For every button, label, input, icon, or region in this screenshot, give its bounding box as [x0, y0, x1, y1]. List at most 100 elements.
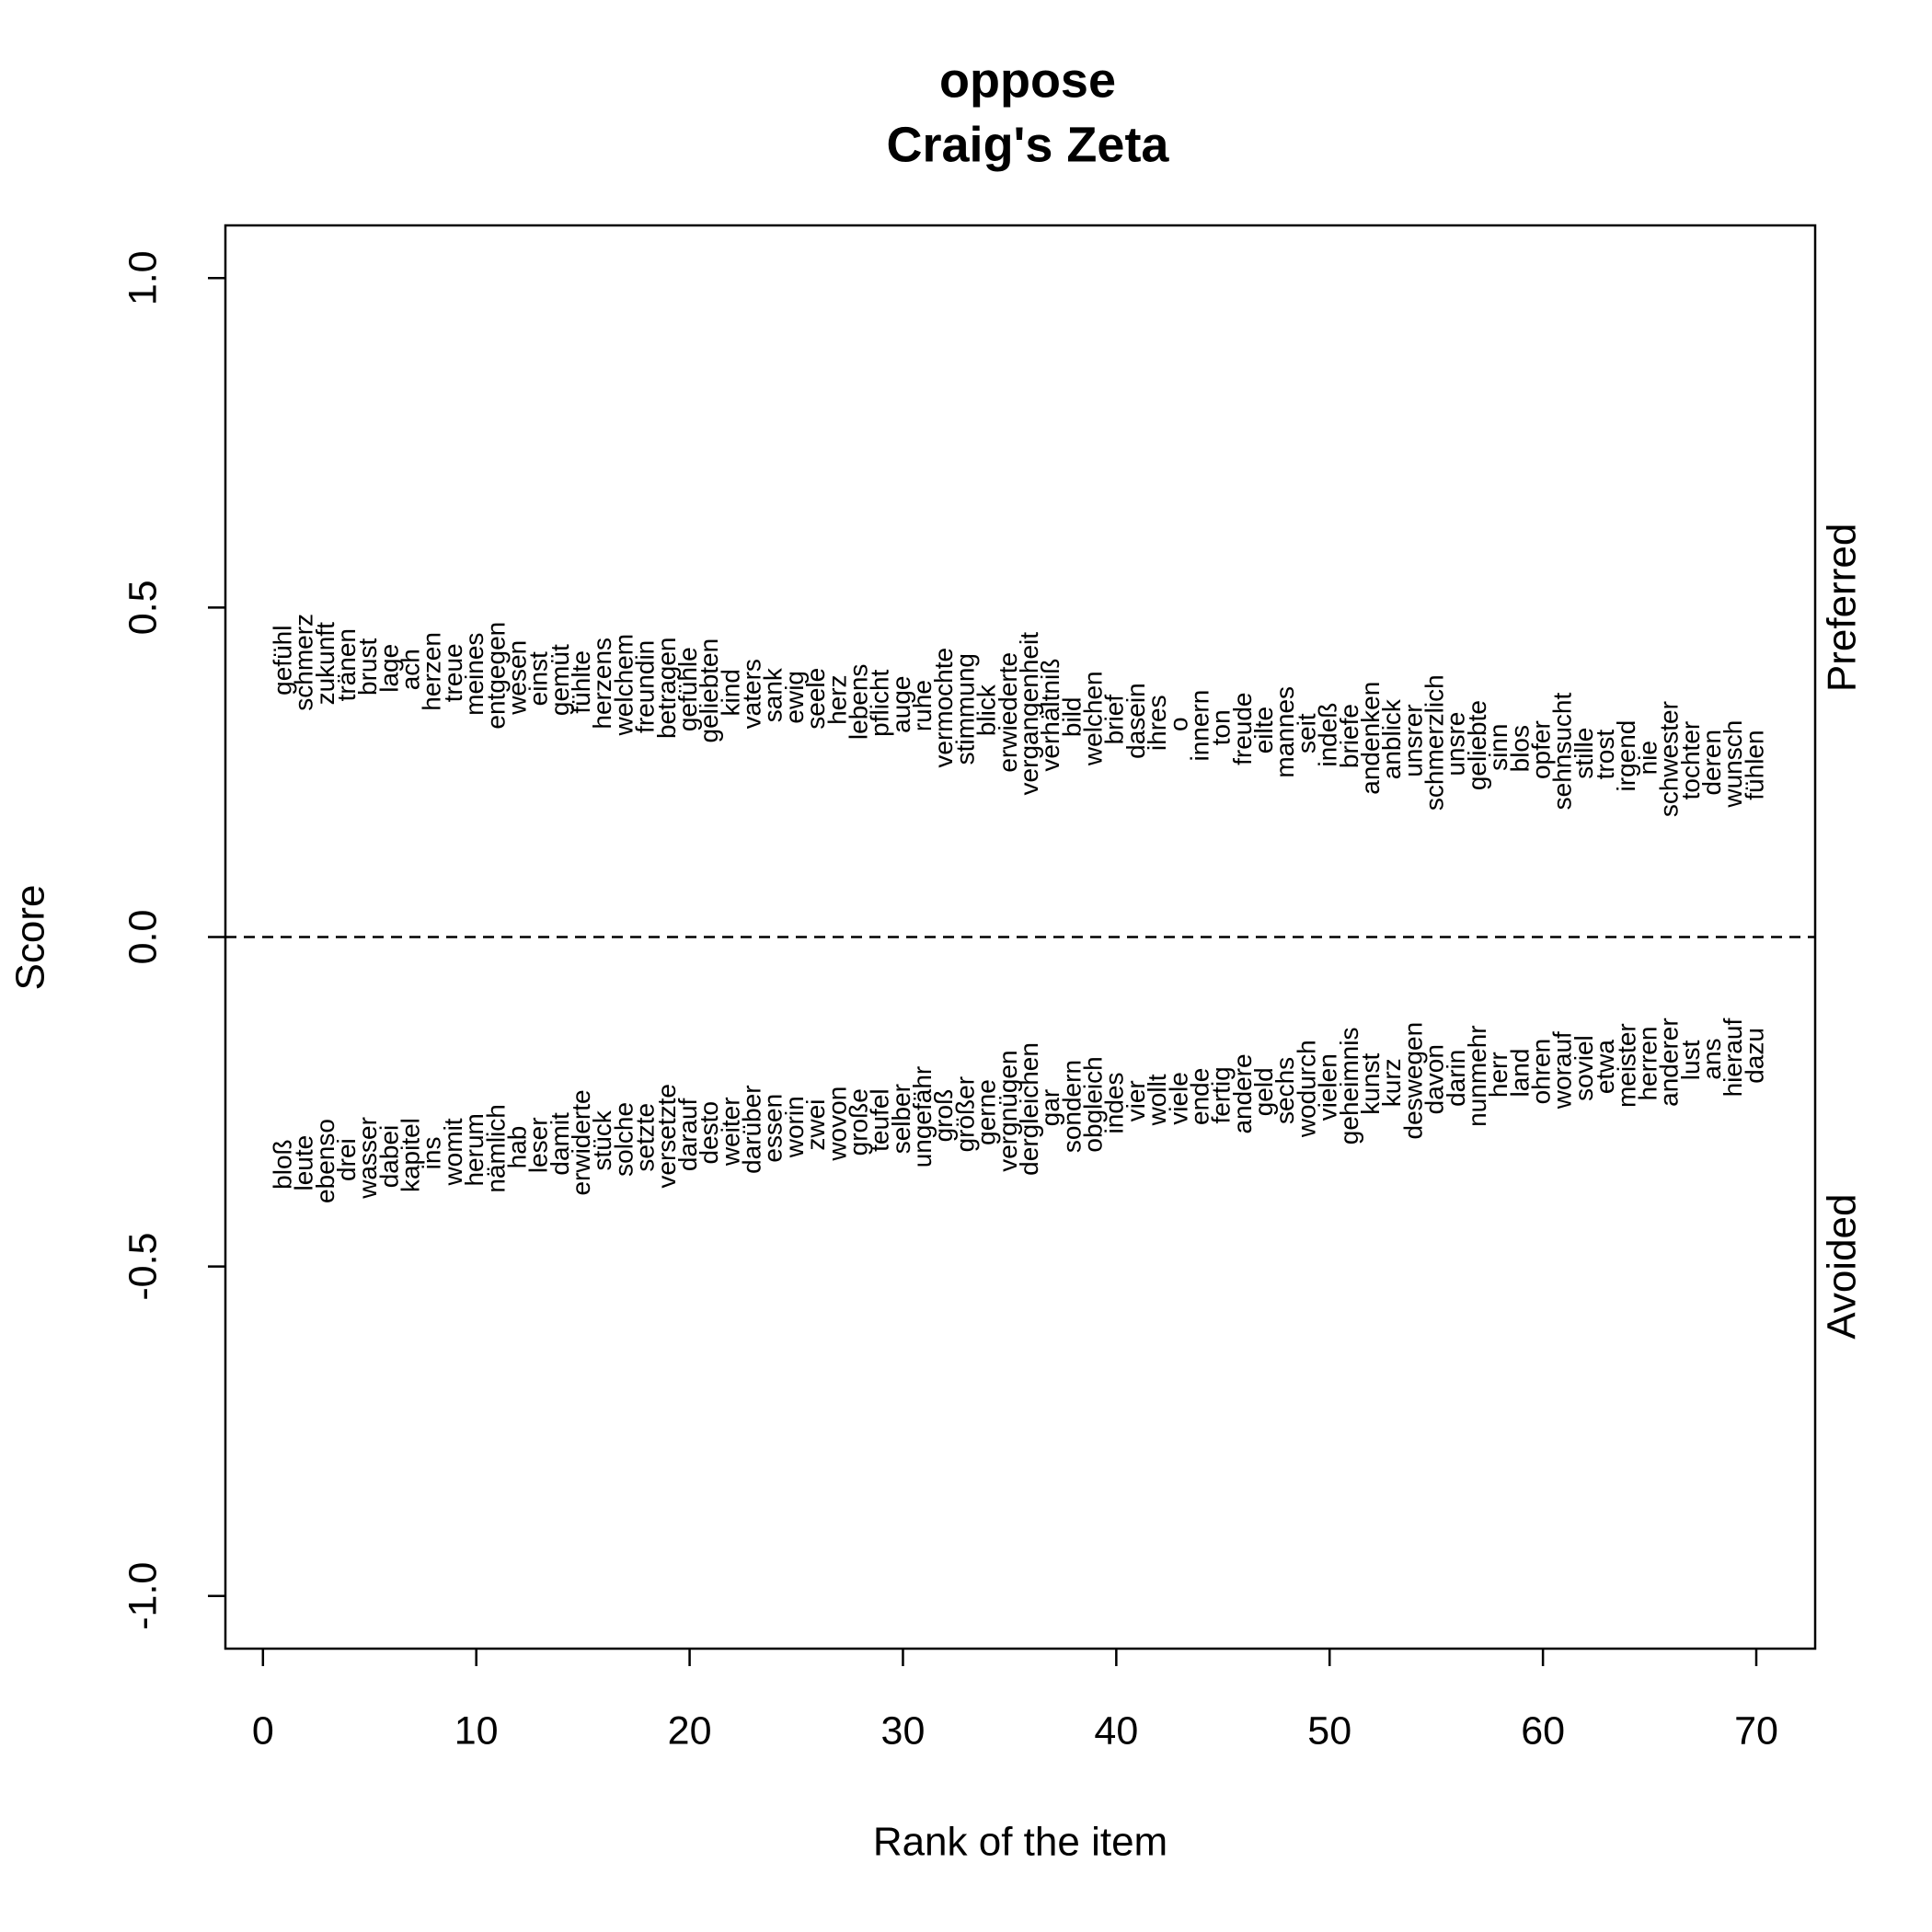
word: bloß: [268, 1139, 296, 1189]
word: ans: [1697, 1038, 1726, 1079]
x-tick-label: 0: [252, 1708, 274, 1753]
word: schmerzlich: [1420, 674, 1449, 811]
word: brief: [1100, 695, 1129, 745]
word: welchen: [1079, 671, 1108, 766]
word: erwiederte: [994, 652, 1022, 773]
word: kapitel: [397, 1118, 425, 1192]
word: große: [844, 1088, 872, 1156]
word: blos: [1505, 725, 1534, 772]
word: herzens: [588, 638, 616, 730]
word: geheimnis: [1335, 1028, 1363, 1145]
word: geld: [1249, 1067, 1278, 1116]
word: stille: [1570, 728, 1598, 779]
word: briefe: [1335, 704, 1363, 768]
word: leute: [290, 1135, 318, 1191]
word: nunmehr: [1463, 1025, 1491, 1127]
x-tick-label: 50: [1307, 1708, 1351, 1753]
word: wasser: [353, 1117, 382, 1200]
word: fertig: [1207, 1066, 1236, 1123]
word: vaters: [738, 659, 766, 729]
y-tick-label: -0.5: [121, 1233, 165, 1301]
word: lebens: [844, 664, 872, 741]
word: zukunft: [311, 622, 339, 705]
word: essen: [759, 1094, 788, 1163]
word: darauf: [673, 1098, 702, 1171]
y-tick-label: -1.0: [121, 1562, 165, 1630]
word: geliebte: [1463, 700, 1491, 790]
word: ewig: [780, 671, 809, 724]
word: wunsch: [1719, 720, 1747, 809]
word: kunst: [1356, 1053, 1385, 1115]
word: blick: [972, 684, 1001, 736]
word: herz: [822, 674, 851, 724]
word: andenken: [1356, 682, 1385, 795]
word: herum: [460, 1113, 489, 1186]
word: verhältniß: [1036, 659, 1064, 772]
x-tick-label: 70: [1734, 1708, 1778, 1753]
word: größer: [950, 1076, 979, 1152]
word: herren: [1633, 1027, 1662, 1101]
word: bild: [1057, 696, 1086, 737]
word: anderer: [1655, 1018, 1684, 1107]
word: tränen: [332, 628, 361, 701]
word: ebenso: [311, 1119, 339, 1203]
word: seit: [1292, 713, 1320, 753]
word: o: [1164, 717, 1192, 731]
word: freude: [1228, 692, 1257, 765]
x-axis-label: Rank of the item: [873, 1820, 1167, 1865]
series-label: Preferred: [1820, 523, 1865, 692]
word: setzte: [631, 1103, 660, 1172]
x-tick-label: 60: [1521, 1708, 1565, 1753]
word: lage: [374, 644, 403, 693]
word: nämlich: [481, 1104, 510, 1192]
word: fühlen: [1740, 730, 1768, 799]
word: vergangenheit: [1015, 632, 1043, 796]
word: dergleichen: [1015, 1042, 1043, 1176]
word: gar: [1036, 1089, 1064, 1126]
y-axis-label: Score: [8, 885, 53, 991]
word: ins: [418, 1137, 446, 1170]
word: vier: [1121, 1080, 1150, 1121]
x-tick-label: 10: [454, 1708, 499, 1753]
word: sechs: [1271, 1057, 1299, 1124]
word: selber: [887, 1084, 915, 1154]
word: mannes: [1271, 686, 1299, 778]
word: indeß: [1314, 703, 1342, 767]
word: teufel: [866, 1088, 894, 1152]
word: betragen: [652, 638, 681, 740]
word: ruhe: [908, 680, 937, 731]
word: freundin: [631, 640, 660, 733]
word: deswegen: [1398, 1022, 1427, 1140]
word: desto: [695, 1101, 723, 1165]
word: brust: [353, 638, 382, 696]
word: darüber: [738, 1085, 766, 1174]
word: drei: [332, 1138, 361, 1181]
word: entgegen: [481, 622, 510, 730]
word: etwa: [1591, 1040, 1619, 1095]
word: auge: [887, 676, 915, 733]
word: groß: [929, 1089, 958, 1143]
word: eilte: [1249, 707, 1278, 753]
word: gemüt: [546, 644, 574, 716]
word: indes: [1100, 1073, 1129, 1134]
y-tick-label: 0.5: [121, 581, 165, 636]
word: irgend: [1612, 720, 1640, 792]
word: dazu: [1740, 1028, 1768, 1084]
word: gefühle: [673, 647, 702, 731]
word: zwei: [801, 1099, 830, 1151]
word: ungefähr: [908, 1066, 937, 1168]
y-tick-label: 0.0: [121, 910, 165, 965]
series-label: Avoided: [1820, 1193, 1865, 1339]
word: solche: [609, 1102, 638, 1177]
word: dasein: [1121, 683, 1150, 759]
word: innern: [1185, 690, 1213, 762]
word: anblick: [1377, 698, 1406, 779]
word: opfer: [1527, 720, 1556, 779]
word: geliebten: [695, 638, 723, 743]
word: soviel: [1570, 1035, 1598, 1101]
word: womit: [439, 1118, 467, 1186]
word: gerne: [972, 1079, 1001, 1145]
word: tochter: [1676, 721, 1705, 800]
